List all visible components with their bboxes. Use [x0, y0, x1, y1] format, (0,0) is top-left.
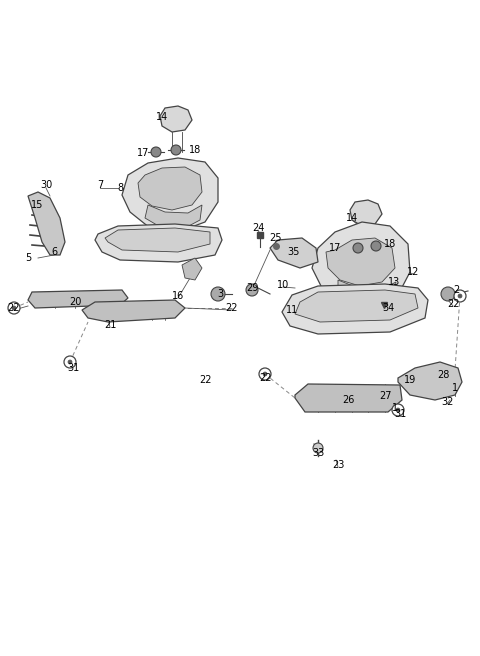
- Circle shape: [263, 372, 267, 376]
- Text: 3: 3: [217, 289, 223, 299]
- Text: 22: 22: [199, 375, 211, 385]
- Polygon shape: [182, 258, 202, 280]
- Text: 27: 27: [379, 391, 391, 401]
- Text: 14: 14: [156, 112, 168, 122]
- Text: 16: 16: [172, 291, 184, 301]
- Text: 13: 13: [388, 277, 400, 287]
- Circle shape: [171, 145, 181, 155]
- Text: 22: 22: [259, 373, 271, 383]
- Text: 19: 19: [404, 375, 416, 385]
- Text: 12: 12: [407, 267, 419, 277]
- Circle shape: [353, 243, 363, 253]
- Text: 5: 5: [25, 253, 31, 263]
- Text: 33: 33: [312, 448, 324, 458]
- Circle shape: [313, 443, 323, 453]
- Polygon shape: [295, 384, 402, 412]
- Text: 23: 23: [332, 460, 344, 470]
- Text: 1: 1: [452, 383, 458, 393]
- Polygon shape: [28, 290, 128, 308]
- Text: 7: 7: [97, 180, 103, 190]
- Polygon shape: [138, 167, 202, 210]
- Text: 26: 26: [342, 395, 354, 405]
- Text: 28: 28: [437, 370, 449, 380]
- Text: 25: 25: [269, 233, 281, 243]
- Text: 29: 29: [246, 283, 258, 293]
- Text: 30: 30: [40, 180, 52, 190]
- Polygon shape: [312, 222, 410, 308]
- Text: 6: 6: [51, 247, 57, 257]
- Polygon shape: [282, 284, 428, 334]
- Text: 22: 22: [8, 303, 20, 313]
- Text: 18: 18: [189, 145, 201, 155]
- Circle shape: [371, 241, 381, 251]
- Circle shape: [259, 368, 271, 380]
- Circle shape: [396, 408, 400, 412]
- Polygon shape: [145, 205, 202, 228]
- Text: 31: 31: [394, 409, 406, 419]
- Text: 17: 17: [329, 243, 341, 253]
- Circle shape: [64, 356, 76, 368]
- Text: 34: 34: [382, 303, 394, 313]
- Text: 21: 21: [104, 320, 116, 330]
- Polygon shape: [270, 238, 318, 268]
- Text: 17: 17: [137, 148, 149, 158]
- Polygon shape: [350, 200, 382, 226]
- Polygon shape: [398, 362, 462, 400]
- Text: 14: 14: [346, 213, 358, 223]
- Text: 10: 10: [277, 280, 289, 290]
- Circle shape: [441, 287, 455, 301]
- Polygon shape: [82, 300, 185, 322]
- Polygon shape: [105, 228, 210, 252]
- Circle shape: [8, 302, 20, 314]
- Circle shape: [151, 147, 161, 157]
- Circle shape: [68, 360, 72, 364]
- Polygon shape: [295, 290, 418, 322]
- Text: 22: 22: [447, 299, 459, 309]
- Text: 15: 15: [31, 200, 43, 210]
- Circle shape: [458, 294, 462, 298]
- Polygon shape: [95, 224, 222, 262]
- Polygon shape: [160, 106, 192, 132]
- Text: 2: 2: [453, 285, 459, 295]
- Text: 18: 18: [384, 239, 396, 249]
- Circle shape: [12, 306, 16, 310]
- Polygon shape: [338, 280, 396, 306]
- Text: 1: 1: [392, 403, 398, 413]
- Circle shape: [211, 287, 225, 301]
- Text: 22: 22: [226, 303, 238, 313]
- Circle shape: [392, 404, 404, 416]
- Polygon shape: [326, 238, 395, 286]
- Text: 35: 35: [287, 247, 299, 257]
- Text: 11: 11: [286, 305, 298, 315]
- Polygon shape: [122, 158, 218, 232]
- Text: 8: 8: [117, 183, 123, 193]
- Polygon shape: [28, 192, 65, 255]
- Text: 24: 24: [252, 223, 264, 233]
- Text: 20: 20: [69, 297, 81, 307]
- Circle shape: [454, 290, 466, 302]
- Circle shape: [246, 284, 258, 296]
- Text: 31: 31: [67, 363, 79, 373]
- Text: 32: 32: [441, 397, 453, 407]
